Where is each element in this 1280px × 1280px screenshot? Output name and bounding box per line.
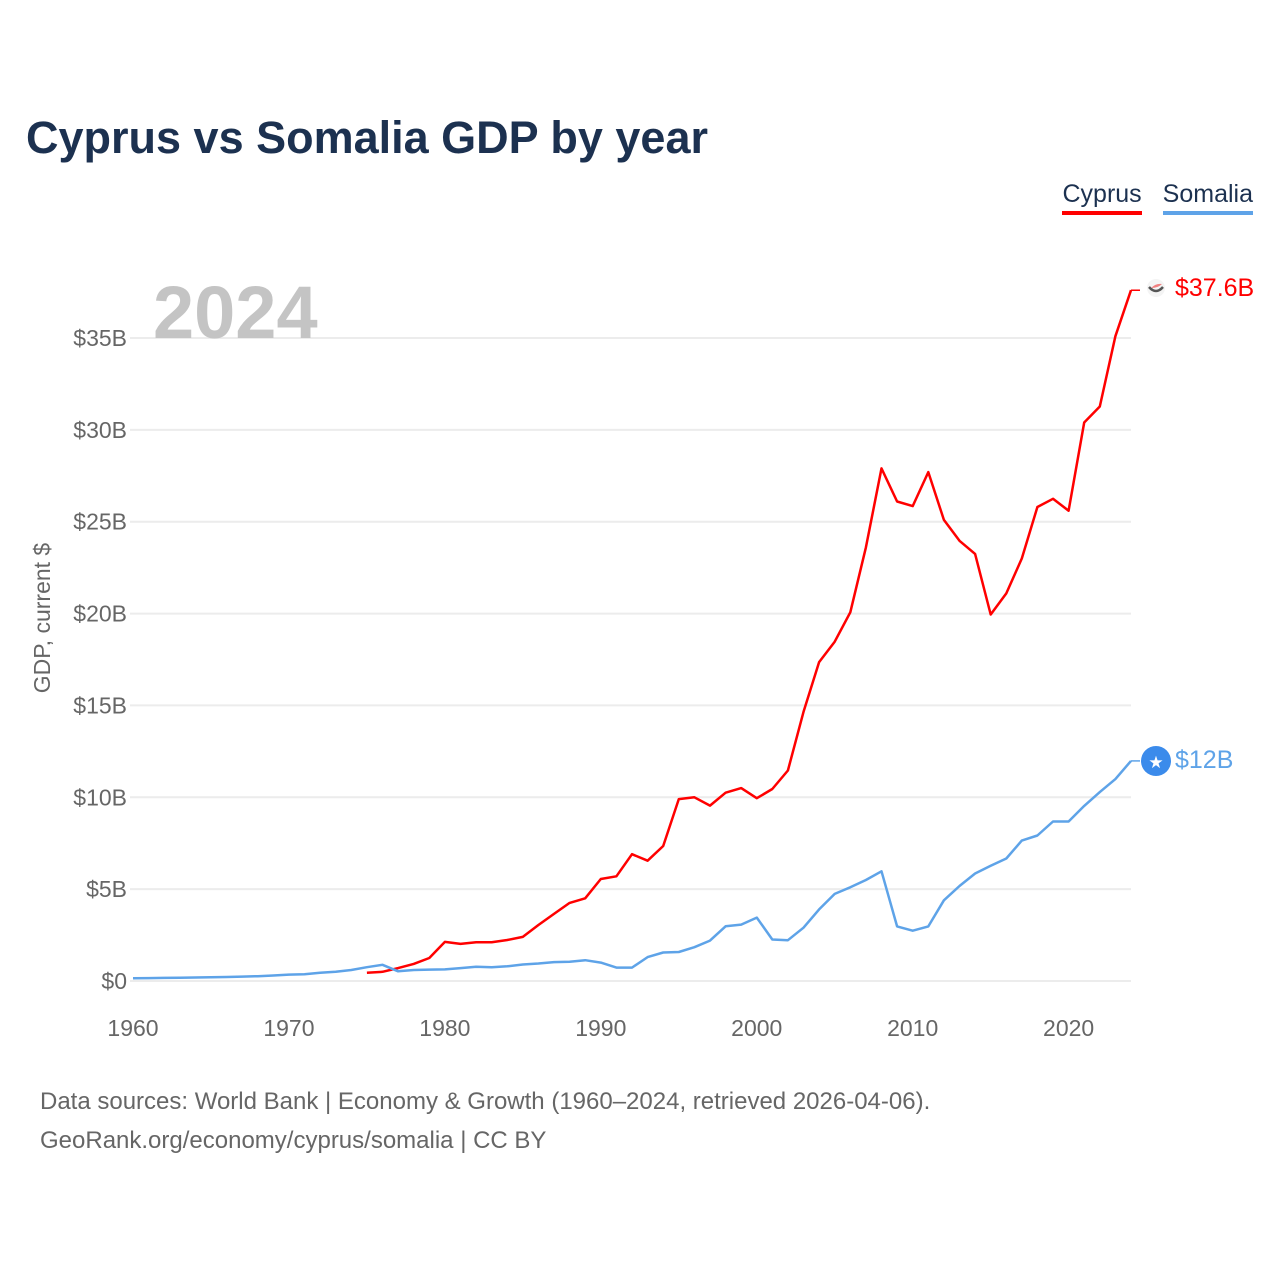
x-tick-label: 2020 bbox=[1043, 1015, 1094, 1041]
y-tick-label: $5B bbox=[86, 876, 127, 902]
somalia-flag-icon: ★ bbox=[1141, 746, 1171, 776]
y-tick-label: $0 bbox=[101, 968, 127, 994]
x-tick-label: 1960 bbox=[107, 1015, 158, 1041]
year-label: 2024 bbox=[153, 271, 318, 354]
gridlines bbox=[130, 337, 1131, 982]
chart-title: Cyprus vs Somalia GDP by year bbox=[26, 112, 708, 163]
y-tick-label: $20B bbox=[73, 601, 127, 627]
x-tick-label: 1990 bbox=[575, 1015, 626, 1041]
y-tick-label: $25B bbox=[73, 509, 127, 535]
data-sources: Data sources: World Bank | Economy & Gro… bbox=[40, 1088, 931, 1115]
series-line-cyprus bbox=[366, 289, 1133, 974]
legend-item-somalia[interactable]: Somalia bbox=[1162, 180, 1253, 215]
legend-item-cyprus[interactable]: Cyprus bbox=[1062, 180, 1142, 215]
y-tick-label: $15B bbox=[73, 692, 127, 718]
source-link[interactable]: GeoRank.org/economy/cyprus/somalia | CC … bbox=[40, 1127, 547, 1154]
x-tick-label: 2010 bbox=[887, 1015, 938, 1041]
cyprus-flag-icon bbox=[1147, 279, 1165, 297]
y-axis-label: GDP, current $ bbox=[29, 543, 55, 694]
x-tick-label: 1970 bbox=[263, 1015, 314, 1041]
cyprus-end-label: $37.6B bbox=[1175, 274, 1254, 302]
x-axis-ticks: 1960 1970 1980 1990 2000 2010 2020 bbox=[107, 1015, 1094, 1041]
series-line-somalia bbox=[132, 760, 1132, 980]
somalia-end-label: $12B bbox=[1175, 746, 1233, 774]
x-tick-label: 2000 bbox=[731, 1015, 782, 1041]
y-tick-label: $35B bbox=[73, 325, 127, 351]
y-tick-label: $10B bbox=[73, 784, 127, 810]
x-tick-label: 1980 bbox=[419, 1015, 470, 1041]
y-axis-ticks: $0 $5B $10B $15B $20B $25B $30B $35B bbox=[73, 325, 127, 994]
y-tick-label: $30B bbox=[73, 417, 127, 443]
footer: Data sources: World Bank | Economy & Gro… bbox=[40, 1082, 930, 1160]
svg-text:★: ★ bbox=[1148, 753, 1163, 772]
legend: Cyprus Somalia bbox=[1062, 180, 1253, 215]
